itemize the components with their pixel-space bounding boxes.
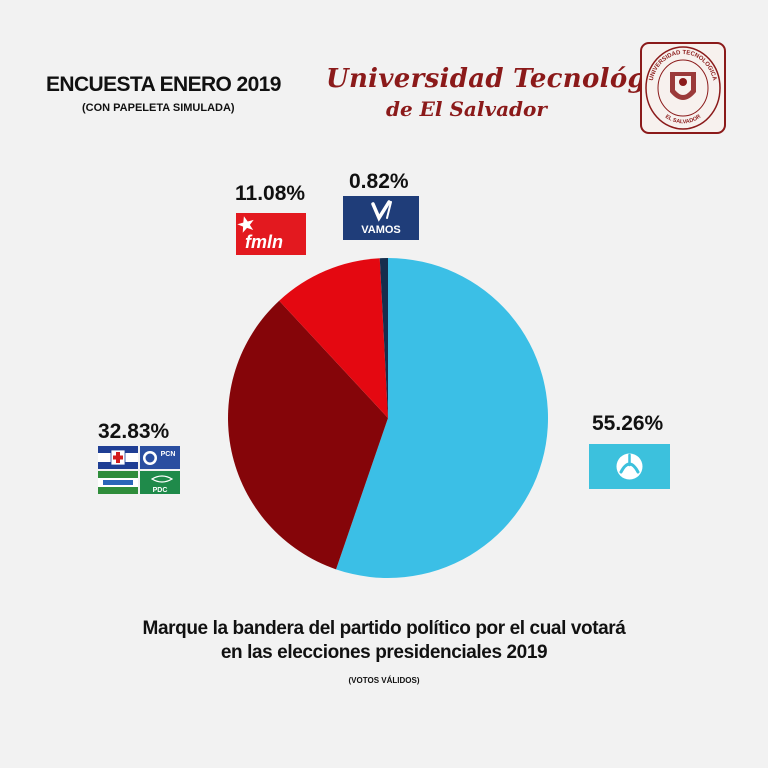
nuevas-ideas-flag <box>589 444 670 489</box>
pdc-flag: PDC <box>140 471 180 494</box>
valid-votes-note: (VOTOS VÁLIDOS) <box>348 676 420 685</box>
question-line-2: en las elecciones presidenciales 2019 <box>220 642 548 663</box>
coalition-flags: PCN PDC <box>98 446 180 494</box>
slice-label-11-08: 11.08% <box>235 182 306 205</box>
pie-slice-32-83 <box>228 300 388 570</box>
survey-title: ENCUESTA ENERO 2019 <box>46 73 281 96</box>
seal-bottom-text: EL SALVADOR <box>664 114 702 126</box>
democracia-salvadorena-flag <box>98 471 138 494</box>
slice-label-0-82: 0.82% <box>349 170 409 193</box>
survey-subtitle: (CON PAPELETA SIMULADA) <box>82 102 235 114</box>
pie-slice-0-82 <box>379 258 388 418</box>
fmln-flag-text: fmln <box>245 232 283 252</box>
star-icon: fmln <box>237 216 283 252</box>
pcn-flag-text: PCN <box>161 451 176 458</box>
slice-label-32-83: 32.83% <box>98 420 170 443</box>
university-seal-logo: UNIVERSIDAD TECNOLOGICA EL SALVADOR <box>640 42 726 134</box>
question-line-1: Marque la bandera del partido político p… <box>142 618 626 639</box>
pdc-flag-text: PDC <box>153 487 168 494</box>
fmln-flag: fmln <box>236 213 306 255</box>
university-name-line2: de El Salvador <box>386 97 547 121</box>
arena-flag <box>98 446 138 469</box>
pie-slice-11-08 <box>279 258 388 418</box>
pcn-flag: PCN <box>140 446 180 469</box>
vamos-flag-text: VAMOS <box>361 224 401 236</box>
svg-text:EL SALVADOR: EL SALVADOR <box>664 114 702 126</box>
slice-label-55-26: 55.26% <box>592 412 664 435</box>
vamos-flag: VAMOS <box>343 196 419 240</box>
pie-slice-55-26 <box>336 258 549 578</box>
university-name-line1: Universidad Tecnológica <box>326 64 690 94</box>
